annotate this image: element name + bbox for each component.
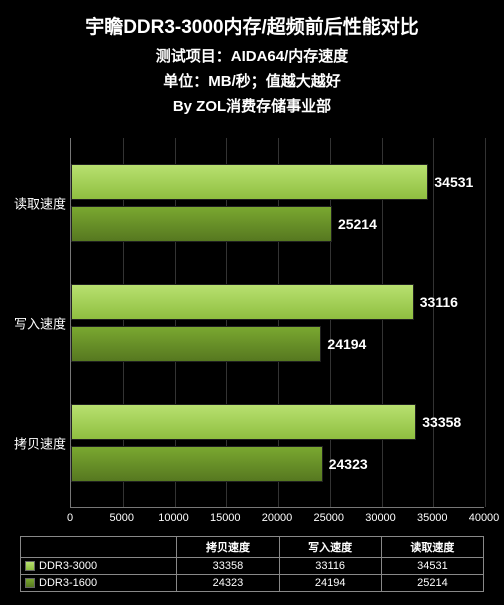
legend-swatch-icon bbox=[25, 578, 35, 588]
series-name-cell: DDR3-1600 bbox=[21, 575, 177, 592]
bar-value-label: 24323 bbox=[329, 456, 368, 472]
header: 宇瞻DDR3-3000内存/超频前后性能对比 测试项目：AIDA64/内存速度 … bbox=[0, 0, 504, 128]
table-value-cell: 24194 bbox=[279, 575, 381, 592]
x-tick-label: 5000 bbox=[110, 512, 134, 524]
title-main: 宇瞻DDR3-3000内存/超频前后性能对比 bbox=[10, 12, 494, 39]
table-header-cell bbox=[21, 537, 177, 558]
gridline bbox=[433, 138, 434, 507]
table-value-cell: 33116 bbox=[279, 558, 381, 575]
series-name-cell: DDR3-3000 bbox=[21, 558, 177, 575]
bar-value-label: 34531 bbox=[434, 174, 473, 190]
bar-value-label: 25214 bbox=[338, 216, 377, 232]
y-axis-label: 读取速度 bbox=[11, 194, 66, 213]
table-header-cell: 拷贝速度 bbox=[177, 537, 279, 558]
x-tick-label: 20000 bbox=[262, 512, 293, 524]
x-tick-label: 35000 bbox=[417, 512, 448, 524]
title-unit: 单位：MB/秒；值越大越好 bbox=[10, 70, 494, 91]
title-test-item: 测试项目：AIDA64/内存速度 bbox=[10, 45, 494, 66]
gridline bbox=[485, 138, 486, 507]
y-axis-label: 拷贝速度 bbox=[11, 434, 66, 453]
table-value-cell: 34531 bbox=[381, 558, 483, 575]
bar bbox=[71, 206, 332, 242]
table-row: DDR3-3000333583311634531 bbox=[21, 558, 484, 575]
y-axis-label: 写入速度 bbox=[11, 314, 66, 333]
bar-value-label: 24194 bbox=[327, 336, 366, 352]
bar bbox=[71, 284, 414, 320]
table-header-cell: 写入速度 bbox=[279, 537, 381, 558]
legend-table: 拷贝速度写入速度读取速度DDR3-3000333583311634531DDR3… bbox=[20, 536, 484, 592]
table-value-cell: 33358 bbox=[177, 558, 279, 575]
title-byline: By ZOL消费存储事业部 bbox=[10, 95, 494, 116]
x-tick-label: 25000 bbox=[313, 512, 344, 524]
x-axis-ticks: 0500010000150002000025000300003500040000 bbox=[70, 512, 484, 530]
table-value-cell: 25214 bbox=[381, 575, 483, 592]
table-row: DDR3-1600243232419425214 bbox=[21, 575, 484, 592]
x-tick-label: 0 bbox=[67, 512, 73, 524]
bar bbox=[71, 326, 321, 362]
x-tick-label: 10000 bbox=[158, 512, 189, 524]
bar-value-label: 33116 bbox=[420, 294, 458, 310]
legend-swatch-icon bbox=[25, 561, 35, 571]
table-header-cell: 读取速度 bbox=[381, 537, 483, 558]
bar bbox=[71, 164, 428, 200]
bar-value-label: 33358 bbox=[422, 414, 461, 430]
chart-plot-area: 读取速度3453125214写入速度3311624194拷贝速度33358243… bbox=[70, 138, 484, 508]
x-tick-label: 40000 bbox=[469, 512, 500, 524]
table-value-cell: 24323 bbox=[177, 575, 279, 592]
x-tick-label: 30000 bbox=[365, 512, 396, 524]
x-tick-label: 15000 bbox=[210, 512, 241, 524]
bar bbox=[71, 446, 323, 482]
chart-container: 宇瞻DDR3-3000内存/超频前后性能对比 测试项目：AIDA64/内存速度 … bbox=[0, 0, 504, 605]
bar bbox=[71, 404, 416, 440]
